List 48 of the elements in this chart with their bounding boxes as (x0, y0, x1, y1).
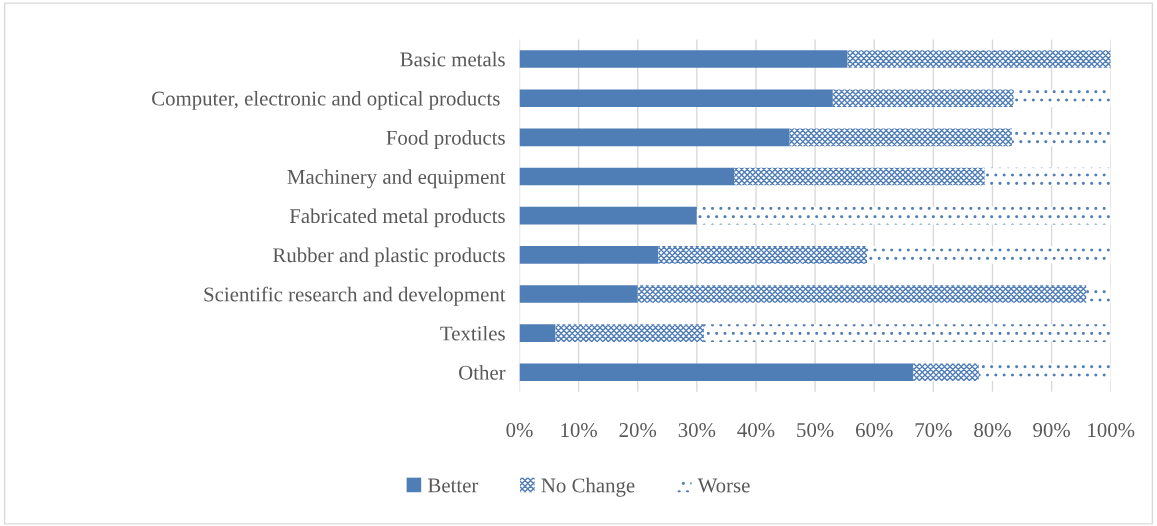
y-tick-label: Other (459, 365, 506, 380)
bar (658, 246, 868, 264)
x-tick-label: 80% (974, 423, 1011, 438)
y-tick-label: Food products (386, 130, 505, 150)
bar (703, 324, 1111, 342)
bar (519, 246, 659, 264)
y-tick-label: Basic metals (400, 51, 505, 67)
bar (789, 128, 1012, 147)
y-tick-label: Computer, electronic and optical products (152, 90, 500, 110)
bar (1011, 128, 1111, 147)
x-tick-label: 100% (1088, 423, 1135, 438)
x-tick-label: 40% (737, 423, 775, 438)
y-tick-label: Fabricated metal products (289, 208, 505, 228)
y-tick-label: Textiles (440, 325, 505, 341)
bar (832, 89, 1014, 107)
bar (734, 167, 985, 186)
bar (847, 50, 1111, 68)
x-tick-label: 20% (619, 423, 657, 438)
bar (696, 206, 1111, 225)
x-tick-label: 0% (506, 423, 533, 438)
bar (519, 167, 735, 186)
x-tick-label: 70% (915, 423, 952, 438)
x-tick-label: 60% (856, 423, 893, 438)
bar (978, 363, 1111, 382)
bar (555, 324, 704, 342)
bar (637, 285, 1087, 303)
bar (519, 128, 790, 147)
x-tick-label: 90% (1033, 423, 1070, 438)
bar (519, 89, 833, 107)
bar (867, 246, 1111, 264)
bar (519, 363, 914, 382)
bar (519, 324, 556, 342)
bar (913, 363, 979, 382)
y-tick-label: Machinery and equipment (287, 169, 506, 189)
x-tick-label: 50% (797, 423, 834, 438)
legend-label: No Change (541, 477, 635, 497)
x-tick-label: 30% (678, 423, 716, 438)
bar (1086, 285, 1111, 303)
bar (519, 206, 697, 225)
y-tick-label: Rubber and plastic products (273, 247, 505, 267)
legend-label: Better (428, 478, 479, 493)
bar (1013, 89, 1111, 107)
legend-label: Worse (697, 478, 750, 493)
bar (984, 167, 1111, 186)
y-tick-label: Scientific research and development (204, 286, 506, 306)
bar (519, 50, 848, 68)
bar (519, 285, 638, 303)
x-tick-label: 10% (561, 423, 597, 438)
